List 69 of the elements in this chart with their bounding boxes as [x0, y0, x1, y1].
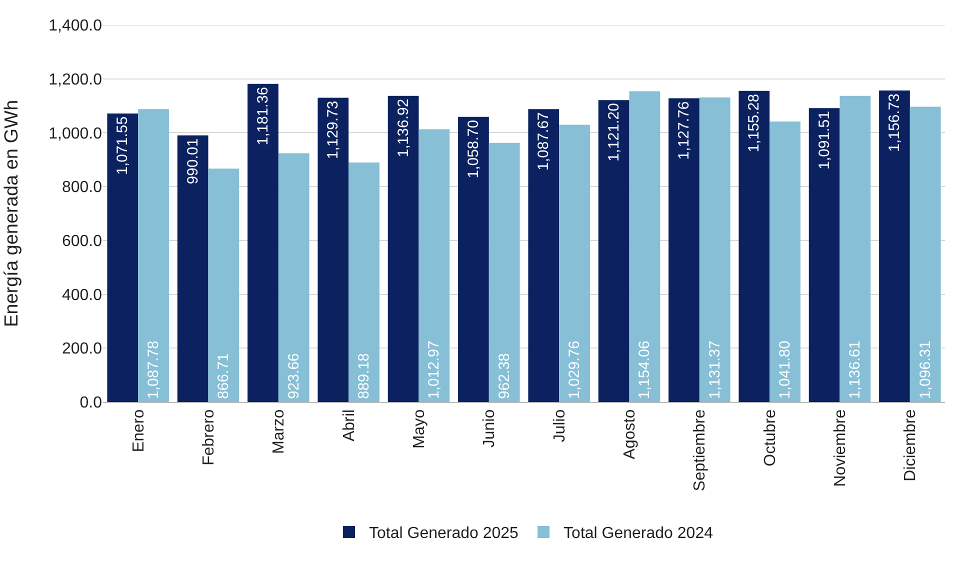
bar	[910, 106, 941, 402]
x-tick-label: Marzo	[270, 409, 288, 454]
bar	[458, 116, 489, 402]
data-label: 1,087.67	[535, 112, 552, 170]
data-label: 1,029.76	[566, 340, 584, 399]
x-tick-label: Noviembre	[832, 409, 849, 487]
data-label: 1,156.73	[886, 94, 903, 152]
x-tick-label: Febrero	[200, 409, 218, 466]
x-tick-label: Mayo	[410, 409, 428, 449]
bar	[318, 98, 349, 402]
bar	[177, 135, 208, 402]
data-label: 1,155.28	[746, 94, 763, 152]
data-label: 1,096.31	[916, 340, 934, 399]
bar	[208, 168, 240, 402]
data-label: 1,041.80	[776, 340, 794, 399]
y-tick-label: 800.0	[62, 179, 102, 196]
y-tick-label: 1,400.0	[48, 18, 102, 35]
bar	[278, 153, 310, 402]
bar	[629, 91, 660, 402]
bar	[528, 109, 560, 402]
bar	[738, 90, 770, 402]
x-tick-label: Agosto	[621, 409, 638, 460]
bar	[840, 96, 871, 402]
data-label: 889.18	[356, 353, 373, 399]
x-tick-label: Octubre	[762, 409, 779, 466]
y-tick-label: 1,000.0	[48, 125, 102, 142]
y-tick-label: 200.0	[62, 340, 102, 358]
x-tick-label: Abril	[340, 409, 358, 442]
x-tick-label: Septiembre	[692, 409, 709, 492]
data-label: 1,012.97	[426, 340, 443, 399]
bar	[699, 97, 730, 402]
x-tick-label: Junio	[481, 409, 498, 448]
y-tick-label: 400.0	[62, 286, 102, 304]
bar	[248, 84, 278, 402]
data-label: 1,154.06	[636, 340, 654, 399]
y-axis-title: Energía generada en GWh	[1, 100, 22, 328]
bar	[418, 129, 450, 402]
data-label: 1,136.61	[846, 340, 864, 399]
data-label: 1,136.92	[394, 98, 412, 158]
x-tick-label: Enero	[130, 409, 148, 452]
bar	[559, 124, 590, 402]
data-label: 1,181.36	[254, 86, 272, 146]
bar	[598, 100, 630, 402]
data-label: 1,071.55	[114, 116, 132, 175]
bar	[488, 142, 520, 402]
bar	[770, 121, 800, 402]
data-label: 1,058.70	[464, 120, 482, 178]
data-label: 923.66	[285, 353, 302, 399]
bar	[107, 113, 138, 402]
data-label: 866.71	[215, 353, 232, 399]
y-tick-label: 600.0	[62, 233, 102, 250]
bar	[388, 96, 419, 402]
data-label: 1,129.73	[324, 100, 342, 160]
x-tick-label: Diciembre	[902, 409, 920, 482]
data-label: 962.38	[496, 353, 513, 399]
bar	[668, 98, 700, 402]
data-label: 1,091.51	[816, 111, 833, 170]
bar	[348, 162, 380, 402]
x-tick-label: Julio	[551, 409, 568, 442]
data-label: 1,121.20	[605, 103, 622, 162]
data-label: 1,127.76	[675, 101, 692, 160]
bar	[138, 109, 169, 402]
data-label: 1,087.78	[145, 340, 162, 399]
bar	[879, 90, 910, 402]
y-tick-label: 1,200.0	[48, 71, 102, 88]
y-tick-label: 0.0	[80, 394, 102, 412]
data-label: 1,131.37	[706, 340, 724, 399]
bar	[808, 108, 840, 402]
data-label: 990.01	[184, 138, 202, 184]
